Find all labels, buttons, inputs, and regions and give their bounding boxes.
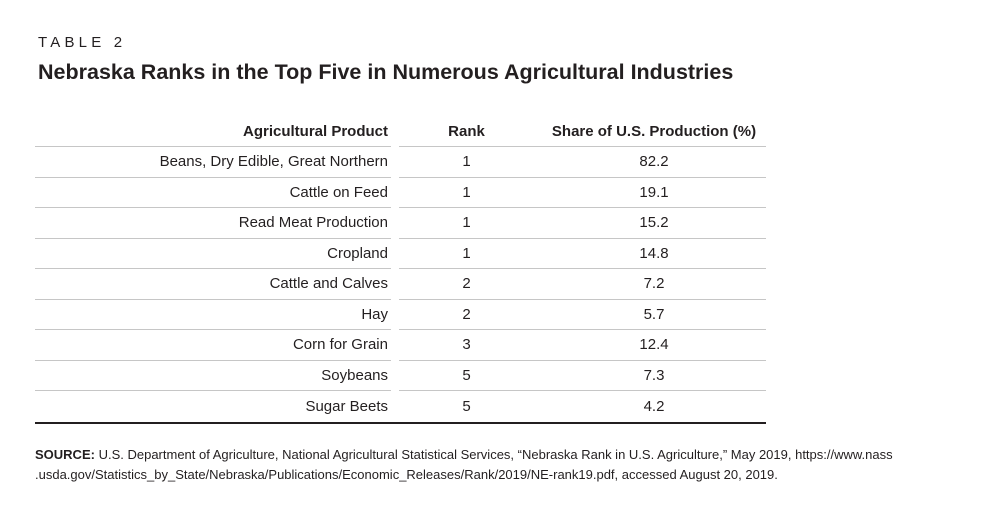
column-gap bbox=[391, 208, 399, 239]
source-text-line2: .usda.gov/Statistics_by_State/Nebraska/P… bbox=[35, 467, 778, 482]
cell-share: 7.2 bbox=[643, 275, 665, 293]
cell-rank: 5 bbox=[462, 397, 471, 415]
rank-share-group: 3 12.4 bbox=[399, 330, 766, 361]
rank-share-group: 1 15.2 bbox=[399, 208, 766, 239]
cell-share: 7.3 bbox=[643, 366, 665, 384]
cell-rank: 2 bbox=[462, 275, 471, 293]
cell-rank: 1 bbox=[462, 153, 471, 171]
column-gap bbox=[391, 239, 399, 270]
rank-share-group: 5 7.3 bbox=[399, 361, 766, 391]
table-row: Soybeans 5 7.3 bbox=[35, 361, 766, 392]
column-gap bbox=[391, 361, 399, 392]
cell-share: 14.8 bbox=[639, 244, 669, 262]
cell-product: Sugar Beets bbox=[305, 397, 388, 415]
column-gap bbox=[391, 330, 399, 361]
cell-product: Cattle and Calves bbox=[35, 269, 391, 300]
rank-share-group: 1 82.2 bbox=[399, 147, 766, 178]
table-row: Sugar Beets 5 4.2 bbox=[35, 391, 766, 422]
column-header-rank: Rank bbox=[448, 123, 485, 140]
table-bottom-rule bbox=[35, 421, 766, 424]
header-rank-share-group: Rank Share of U.S. Production (%) bbox=[399, 117, 766, 147]
cell-rank: 1 bbox=[462, 214, 471, 232]
table-header-row: Agricultural Product Rank Share of U.S. … bbox=[35, 117, 766, 147]
ranks-table: Agricultural Product Rank Share of U.S. … bbox=[35, 117, 766, 424]
document-page: TABLE 2 Nebraska Ranks in the Top Five i… bbox=[35, 34, 985, 486]
cell-product: Hay bbox=[35, 300, 391, 330]
table-row: Cropland 1 14.8 bbox=[35, 239, 766, 270]
column-header-agricultural-product: Agricultural Product bbox=[35, 117, 391, 147]
cell-rank: 3 bbox=[462, 336, 471, 354]
rank-share-group: 1 19.1 bbox=[399, 178, 766, 208]
cell-rank: 1 bbox=[462, 183, 471, 201]
rank-share-group: 1 14.8 bbox=[399, 239, 766, 269]
cell-rank: 5 bbox=[462, 366, 471, 384]
source-text-line1: U.S. Department of Agriculture, National… bbox=[98, 446, 893, 462]
column-gap bbox=[391, 178, 399, 209]
table-row: Cattle and Calves 2 7.2 bbox=[35, 269, 766, 300]
cell-rank: 1 bbox=[462, 244, 471, 262]
cell-product: Corn for Grain bbox=[35, 330, 391, 361]
cell-rank: 2 bbox=[462, 305, 471, 323]
cell-product: Read Meat Production bbox=[35, 208, 391, 239]
column-gap bbox=[391, 117, 399, 147]
column-gap bbox=[391, 391, 399, 422]
rank-share-group: 2 7.2 bbox=[399, 269, 766, 300]
table-row: Read Meat Production 1 15.2 bbox=[35, 208, 766, 239]
cell-product: Cropland bbox=[35, 239, 391, 269]
table-row: Beans, Dry Edible, Great Northern 1 82.2 bbox=[35, 147, 766, 178]
table-number-label: TABLE 2 bbox=[38, 34, 127, 51]
cell-share: 12.4 bbox=[639, 336, 669, 354]
cell-share: 19.1 bbox=[639, 183, 669, 201]
column-gap bbox=[391, 147, 399, 178]
cell-share: 15.2 bbox=[639, 214, 669, 232]
cell-product: Beans, Dry Edible, Great Northern bbox=[35, 147, 391, 178]
column-gap bbox=[391, 269, 399, 300]
source-label: SOURCE: bbox=[35, 446, 95, 462]
rank-share-group: 5 4.2 bbox=[399, 391, 766, 422]
cell-share: 4.2 bbox=[643, 397, 665, 415]
cell-product: Cattle on Feed bbox=[35, 178, 391, 208]
column-header-share: Share of U.S. Production (%) bbox=[551, 123, 757, 140]
cell-share: 5.7 bbox=[643, 305, 665, 323]
table-title: Nebraska Ranks in the Top Five in Numero… bbox=[38, 60, 734, 84]
table-body: Beans, Dry Edible, Great Northern 1 82.2 Ca… bbox=[35, 147, 766, 422]
table-row: Cattle on Feed 1 19.1 bbox=[35, 178, 766, 209]
cell-product: Soybeans bbox=[35, 361, 391, 391]
table-row: Hay 2 5.7 bbox=[35, 300, 766, 331]
rank-share-group: 2 5.7 bbox=[399, 300, 766, 330]
column-gap bbox=[391, 300, 399, 331]
cell-share: 82.2 bbox=[639, 153, 669, 171]
table-row: Corn for Grain 3 12.4 bbox=[35, 330, 766, 361]
source-note: SOURCE: U.S. Department of Agriculture, … bbox=[35, 445, 985, 486]
